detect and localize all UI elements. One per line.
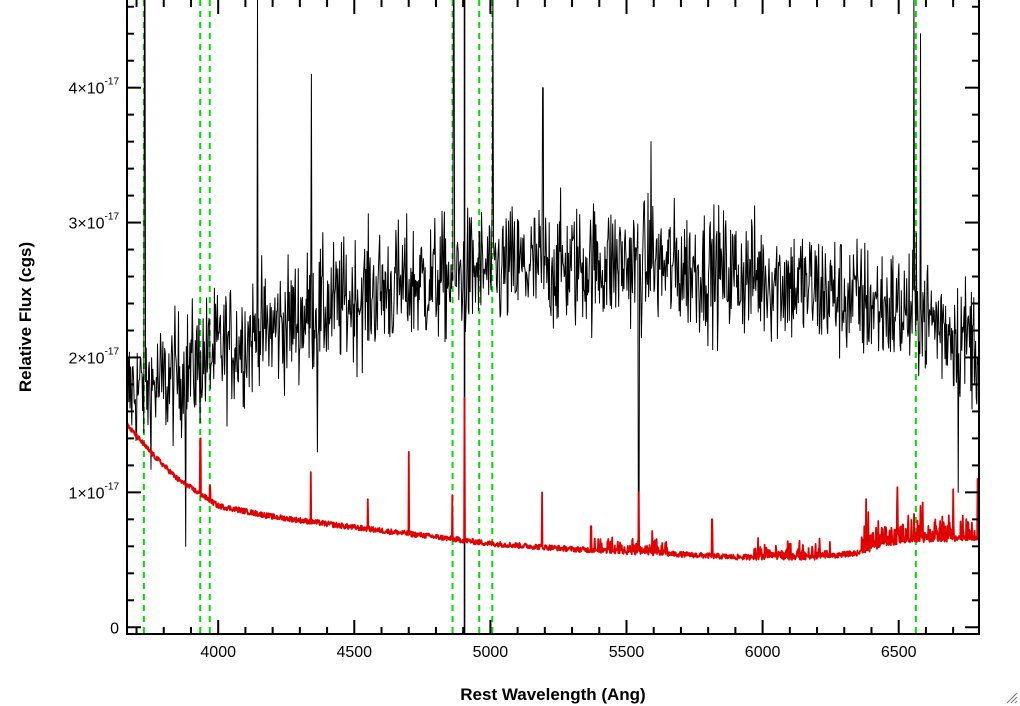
- x-tick-label: 5500: [609, 644, 645, 661]
- x-axis-title: Rest Wavelength (Ang): [460, 685, 645, 704]
- y-tick-labels: 0 1×10-17 2×10-17 3×10-17 4×10-17: [69, 77, 120, 638]
- x-tick-label: 4500: [336, 644, 372, 661]
- y-tick-label: 4×10-17: [69, 77, 120, 98]
- y-tick-label: 2×10-17: [69, 346, 120, 367]
- spectrum-series: [126, 0, 980, 561]
- y-tick-label: 0: [110, 620, 119, 637]
- axis-ticks: [127, 0, 979, 634]
- plot-frame: [126, 0, 980, 635]
- x-tick-label: 6500: [881, 644, 917, 661]
- x-tick-label: 6000: [745, 644, 781, 661]
- x-tick-label: 5000: [473, 644, 509, 661]
- observed-spectrum-line: [126, 0, 980, 547]
- x-tick-label: 4000: [200, 644, 236, 661]
- y-axis-title: Relative Flux (cgs): [16, 242, 35, 392]
- y-tick-label: 3×10-17: [69, 212, 120, 233]
- y-tick-label: 1×10-17: [69, 481, 120, 502]
- model-spectrum-line: [126, 397, 980, 561]
- line-markers: [142, 0, 917, 634]
- x-tick-labels: 4000 4500 5000 5500 6000 6500: [200, 644, 916, 661]
- resize-grip-icon[interactable]: [1004, 690, 1018, 704]
